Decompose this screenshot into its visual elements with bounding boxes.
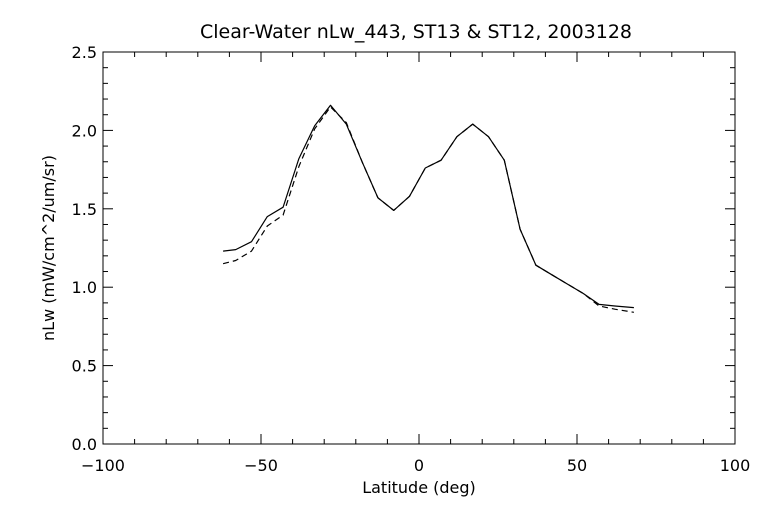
- y-tick-labels: 0.0 0.5 1.0 1.5 2.0 2.5: [72, 43, 97, 454]
- x-tick-label: 50: [567, 456, 587, 475]
- x-tick-labels: −100 −50 0 50 100: [81, 456, 750, 475]
- x-tick-label: 0: [414, 456, 424, 475]
- y-tick-label: 2.5: [72, 43, 97, 62]
- y-tick-label: 1.0: [72, 278, 97, 297]
- plot-frame: [102, 51, 736, 445]
- x-tick-label: 100: [720, 456, 751, 475]
- y-tick-label: 1.5: [72, 200, 97, 219]
- x-tick-label: −100: [81, 456, 125, 475]
- chart-title: Clear-Water nLw_443, ST13 & ST12, 200312…: [200, 21, 632, 43]
- y-tick-label: 2.0: [72, 121, 97, 140]
- series-line-dashed: [222, 106, 634, 313]
- x-axis-label: Latitude (deg): [362, 478, 476, 497]
- series-layer: [222, 104, 634, 313]
- series-line-solid: [223, 104, 634, 309]
- y-tick-label: 0.5: [72, 357, 97, 376]
- axis-ticks: [102, 51, 736, 445]
- x-tick-label: −50: [244, 456, 278, 475]
- y-axis-label: nLw (mW/cm^2/um/sr): [39, 155, 58, 341]
- y-tick-label: 0.0: [72, 435, 97, 454]
